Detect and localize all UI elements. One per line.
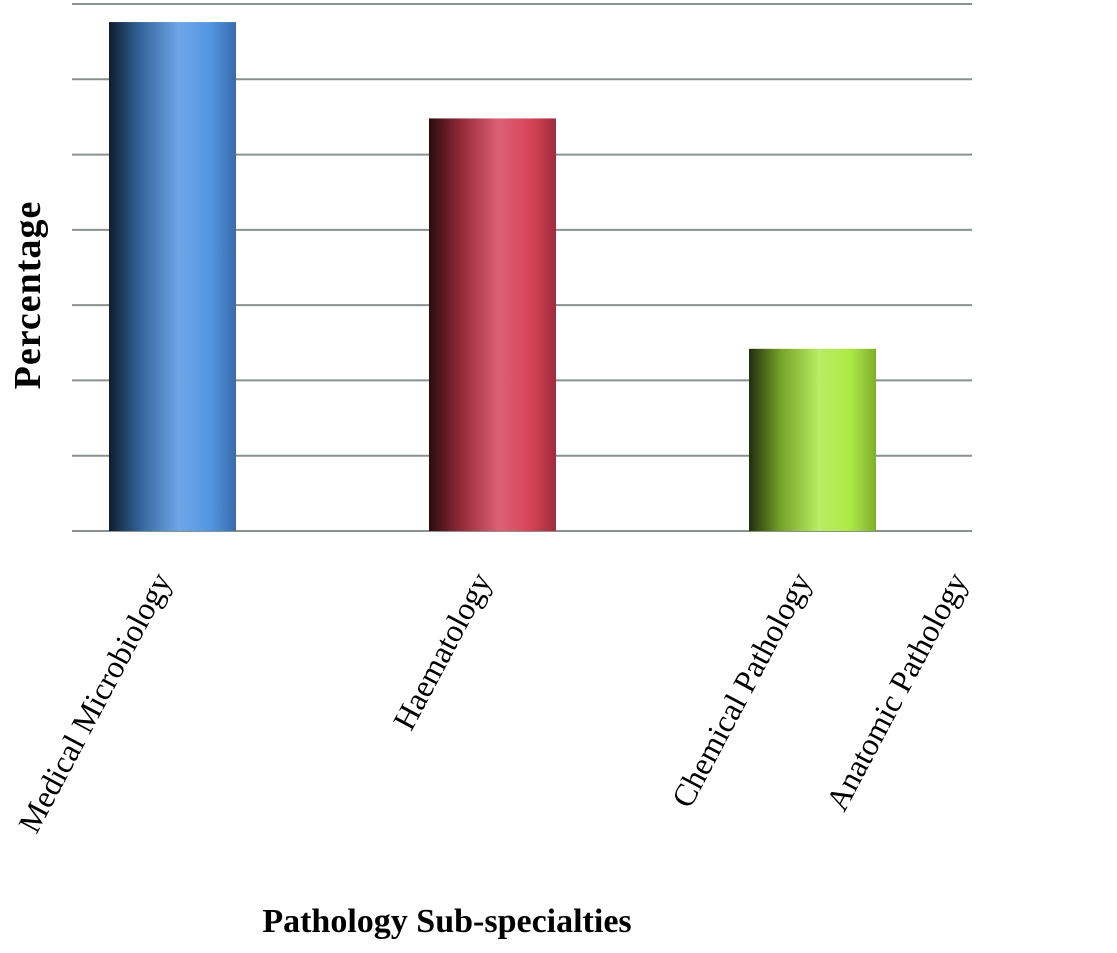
x-tick-label: Chemical Pathology (664, 566, 818, 813)
x-tick-label: Anatomic Pathology (818, 566, 974, 816)
x-tick-label: Haematology (385, 566, 498, 735)
bar (749, 348, 876, 531)
bar (109, 22, 236, 531)
x-tick-label: Medical Microbiology (11, 566, 178, 838)
bar (429, 118, 556, 531)
y-axis-title: Percentage (7, 201, 49, 390)
x-axis-title: Pathology Sub-specialties (262, 903, 631, 940)
